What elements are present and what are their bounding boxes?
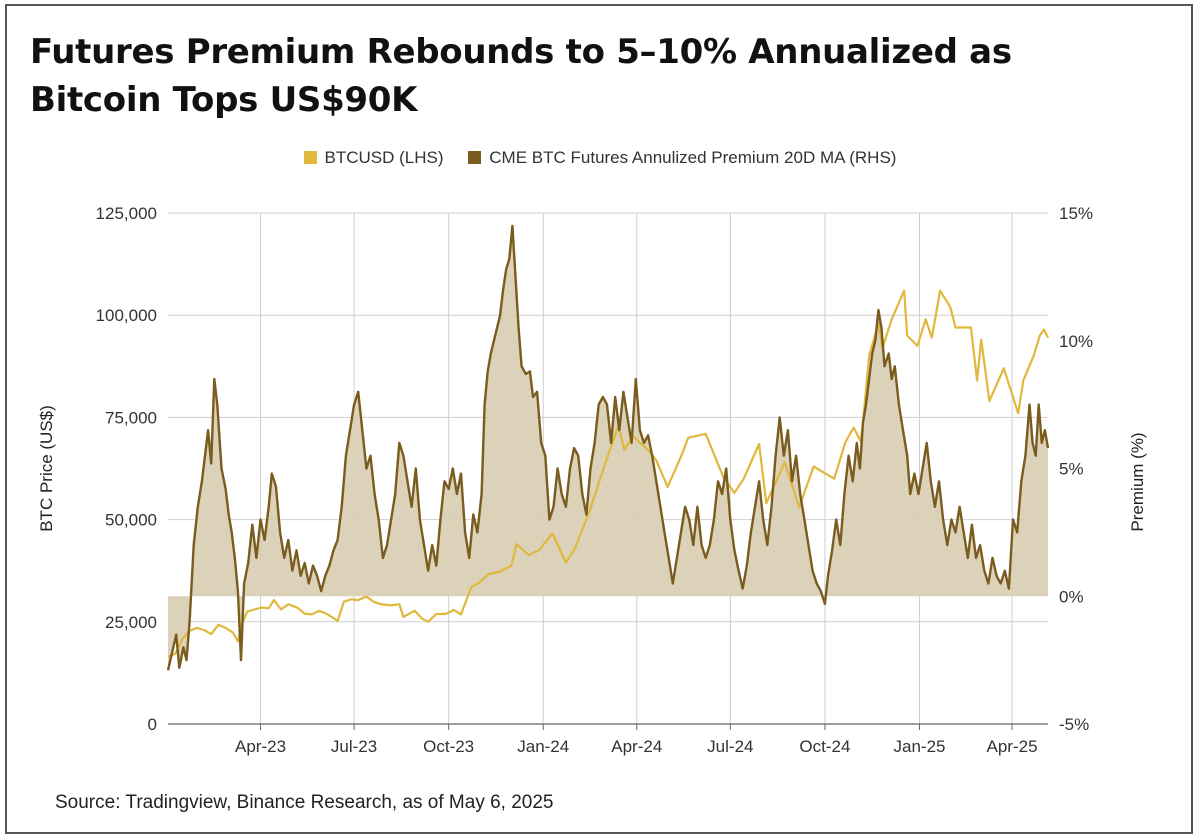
btcusd-line: [167, 289, 1049, 658]
x-tick-label: Apr-24: [611, 737, 662, 756]
x-tick-label: Jan-25: [894, 737, 946, 756]
x-tick-label: Jan-24: [517, 737, 569, 756]
legend-item-premium: CME BTC Futures Annulized Premium 20D MA…: [468, 148, 896, 168]
premium-line: [166, 224, 1050, 671]
legend-label-premium: CME BTC Futures Annulized Premium 20D MA…: [489, 148, 897, 167]
premium-area: [168, 225, 1048, 671]
x-tick-label: Jul-24: [707, 737, 753, 756]
y-left-tick-label: 125,000: [96, 204, 157, 223]
y-left-tick-label: 50,000: [105, 511, 157, 530]
legend-item-btcusd: BTCUSD (LHS): [303, 148, 444, 168]
y-left-tick-label: 25,000: [105, 613, 157, 632]
y-right-tick-label: 5%: [1059, 460, 1084, 479]
chart-legend: BTCUSD (LHS) CME BTC Futures Annulized P…: [0, 148, 1200, 168]
x-tick-label: Apr-25: [987, 737, 1038, 756]
y-right-tick-label: 10%: [1059, 332, 1093, 351]
y-left-tick-label: 75,000: [105, 408, 157, 427]
source-note: Source: Tradingview, Binance Research, a…: [55, 792, 554, 813]
y-right-axis-title: Premium (%): [1128, 432, 1147, 531]
x-tick-label: Oct-24: [799, 737, 850, 756]
y-right-tick-label: 15%: [1059, 204, 1093, 223]
y-left-axis-title: BTC Price (US$): [37, 405, 56, 532]
legend-swatch-btcusd: [303, 151, 317, 164]
y-left-tick-label: 0: [148, 715, 157, 734]
y-left-tick-label: 100,000: [96, 306, 157, 325]
y-right-tick-label: -5%: [1059, 715, 1089, 734]
x-tick-label: Apr-23: [235, 737, 286, 756]
legend-swatch-premium: [468, 151, 482, 164]
x-tick-label: Oct-23: [423, 737, 474, 756]
x-tick-label: Jul-23: [331, 737, 377, 756]
legend-label-btcusd: BTCUSD (LHS): [324, 148, 444, 167]
chart-title: Futures Premium Rebounds to 5–10% Annual…: [30, 32, 1012, 120]
y-right-tick-label: 0%: [1059, 587, 1084, 606]
